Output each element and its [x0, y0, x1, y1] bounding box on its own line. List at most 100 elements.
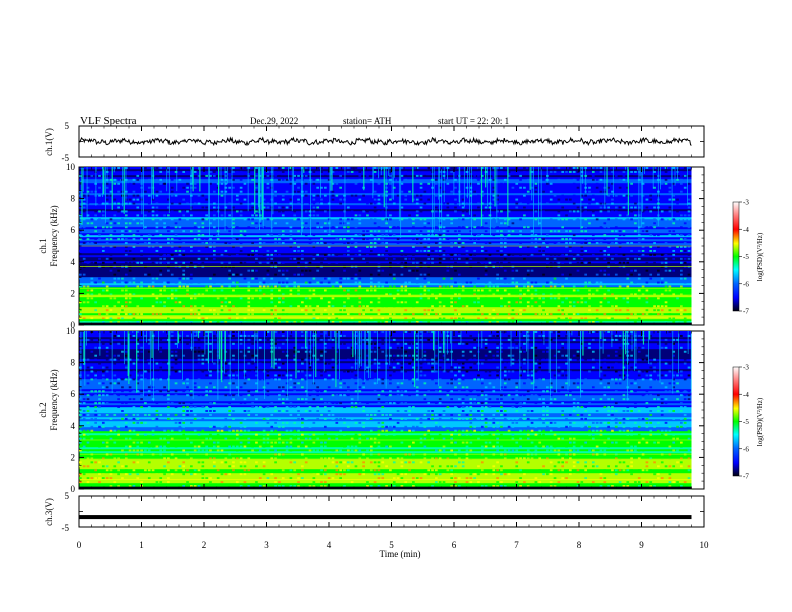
- spectrogram-cell: [542, 285, 545, 288]
- spectrogram-cell: [373, 321, 377, 324]
- spectrogram-cell: [109, 346, 113, 349]
- spectrogram-cell: [86, 457, 90, 460]
- spectrogram-cell: [618, 206, 622, 209]
- spectrogram-cell: [159, 174, 163, 177]
- spectrogram-cell: [492, 190, 496, 193]
- spectrogram-cell: [109, 485, 113, 488]
- spectrogram-cell: [668, 218, 672, 221]
- spectrogram-cell: [603, 238, 607, 241]
- spectrogram-cell: [354, 402, 358, 405]
- spectrogram-cell: [546, 202, 549, 205]
- spectrogram-cell: [507, 261, 511, 264]
- spectrogram-cell: [113, 429, 117, 432]
- spectrogram-cell: [167, 469, 170, 472]
- spectrogram-cell: [163, 289, 166, 292]
- spectrogram-cell: [117, 457, 120, 460]
- spectrogram-cell: [618, 246, 622, 248]
- spectrogram-cell: [457, 305, 461, 308]
- spectrogram-cell: [101, 425, 105, 428]
- spectrogram-cell: [454, 293, 457, 296]
- spectrogram-cell: [408, 246, 411, 248]
- spectrogram-cell: [649, 210, 653, 213]
- spectrogram-cell: [392, 338, 396, 341]
- spectrogram-cell: [438, 186, 442, 189]
- spectrogram-cell: [178, 402, 182, 405]
- spectrogram-cell: [373, 410, 377, 412]
- spectrogram-cell: [400, 366, 404, 369]
- spectrogram-cell: [101, 378, 105, 381]
- spectrogram-cell: [634, 269, 637, 272]
- spectrogram-cell: [580, 198, 584, 201]
- spectrogram-cell: [580, 167, 584, 169]
- spectrogram-cell: [331, 170, 335, 173]
- spectrogram-cell: [327, 366, 331, 369]
- spectrogram-cell: [634, 246, 637, 248]
- spectrogram-cell: [124, 410, 128, 412]
- spectrogram-cell: [316, 253, 320, 256]
- spectrogram-cell: [86, 285, 90, 288]
- spectrogram-cell: [155, 186, 159, 189]
- spectrogram-cell: [634, 222, 637, 225]
- spectrogram-cell: [641, 285, 645, 288]
- spectrogram-cell: [147, 390, 151, 393]
- spectrogram-cell: [634, 206, 637, 209]
- spectrogram-cell: [101, 386, 105, 389]
- spectrogram-cell: [526, 246, 530, 248]
- spectrogram-cell: [680, 309, 683, 312]
- spectrogram-cell: [274, 246, 277, 248]
- spectrogram-cell: [178, 257, 182, 260]
- spectrogram-cell: [124, 253, 128, 256]
- spectrogram-cell: [205, 242, 209, 245]
- spectrogram-cell: [687, 218, 691, 221]
- spectrogram-cell: [128, 477, 132, 480]
- spectrogram-cell: [193, 313, 197, 316]
- spectrogram-cell: [503, 269, 507, 272]
- spectrogram-cell: [270, 402, 274, 405]
- spectrogram-cell: [224, 297, 228, 300]
- spectrogram-cell: [101, 210, 105, 213]
- spectrogram-cell: [480, 194, 484, 197]
- spectrogram-cell: [239, 338, 243, 341]
- spectrogram-cell: [281, 242, 285, 245]
- spectrogram-cell: [389, 382, 392, 385]
- spectrogram-cell: [170, 350, 174, 353]
- spectrogram-cell: [385, 331, 388, 333]
- spectrogram-cell: [216, 445, 220, 448]
- spectrogram-cell: [90, 222, 94, 225]
- spectrogram-cell: [289, 386, 293, 389]
- spectrogram-cell: [324, 257, 327, 260]
- spectrogram-cell: [201, 461, 205, 464]
- spectrogram-cell: [216, 269, 220, 272]
- spectrogram-cell: [346, 253, 350, 256]
- spectrogram-cell: [155, 378, 159, 381]
- spectrogram-cell: [98, 198, 101, 201]
- spectrogram-cell: [79, 449, 82, 452]
- spectrogram-cell: [519, 293, 522, 296]
- spectrogram-cell: [304, 374, 308, 377]
- spectrogram-cell: [182, 382, 186, 385]
- spectrogram-cell: [473, 222, 476, 225]
- spectrogram-cell: [98, 202, 101, 205]
- spectrogram-cell: [212, 249, 216, 252]
- spectrogram-cell: [599, 249, 603, 252]
- spectrogram-cell: [400, 346, 404, 349]
- spectrogram-cell: [683, 174, 687, 177]
- spectrogram-cell: [255, 441, 258, 444]
- spectrogram-cell: [507, 226, 511, 229]
- spectrogram-cell: [197, 281, 201, 284]
- spectrogram-cell: [197, 293, 201, 296]
- spectrogram-cell: [285, 222, 289, 225]
- spectrogram-cell: [297, 485, 300, 488]
- spectrogram-cell: [278, 257, 281, 260]
- spectrogram-cell: [304, 465, 308, 468]
- spectrogram-cell: [400, 289, 404, 292]
- spectrogram-cell: [163, 410, 166, 412]
- spectrogram-cell: [82, 485, 86, 488]
- spectrogram-cell: [124, 366, 128, 369]
- spectrogram-cell: [159, 190, 163, 193]
- spectrogram-cell: [400, 317, 404, 320]
- spectrogram-cell: [561, 218, 565, 221]
- spectrogram-cell: [232, 305, 235, 308]
- spectrogram-cell: [163, 354, 166, 357]
- spectrogram-cell: [542, 242, 545, 245]
